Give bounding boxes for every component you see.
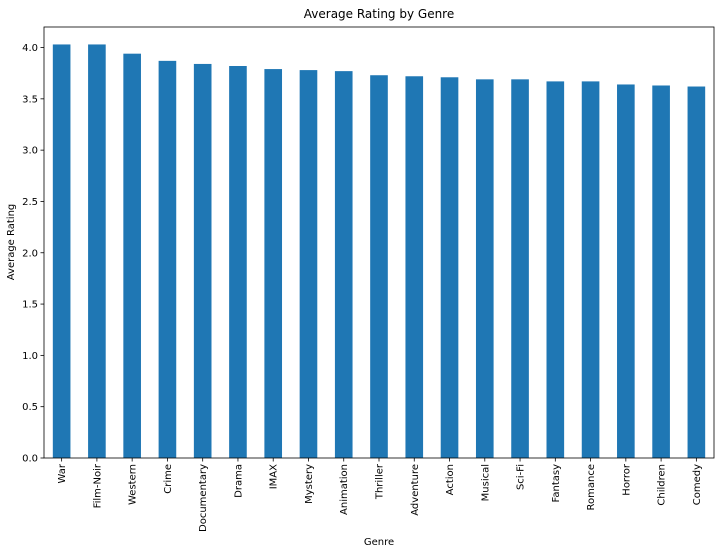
bar-comedy xyxy=(687,86,706,459)
bar-horror xyxy=(617,84,635,458)
bar-film-noir xyxy=(88,44,106,458)
x-tick-label: Mystery xyxy=(304,464,315,504)
x-tick-label: Fantasy xyxy=(551,464,562,503)
bar-action xyxy=(440,77,459,458)
x-tick-label: Crime xyxy=(163,464,174,494)
bar-children xyxy=(652,85,670,459)
x-tick-label: Horror xyxy=(621,463,632,496)
x-axis-label: Genre xyxy=(364,537,394,548)
bars xyxy=(52,44,706,459)
bar-mystery xyxy=(299,70,318,458)
y-tick-label: 3.0 xyxy=(22,146,38,157)
chart-title: Average Rating by Genre xyxy=(304,7,454,21)
x-tick-label: Action xyxy=(445,464,456,495)
bar-romance xyxy=(581,81,600,458)
bar-imax xyxy=(264,69,283,458)
y-tick-label: 3.5 xyxy=(22,94,38,105)
x-tick-label: Thriller xyxy=(375,463,386,500)
bar-war xyxy=(52,44,71,458)
y-tick-label: 0.5 xyxy=(22,402,38,413)
x-tick-label: Children xyxy=(657,464,668,506)
bar-western xyxy=(123,53,141,459)
x-tick-label: Romance xyxy=(586,464,597,510)
x-tick-label: Drama xyxy=(233,464,244,498)
bar-fantasy xyxy=(546,81,565,458)
bar-animation xyxy=(334,71,353,458)
y-tick-label: 1.5 xyxy=(22,300,38,311)
x-tick-label: Animation xyxy=(339,464,350,515)
bar-sci-fi xyxy=(511,79,529,458)
plot-frame xyxy=(43,26,715,459)
x-tick-label: War xyxy=(57,463,68,483)
x-tick-label: Sci-Fi xyxy=(516,464,527,490)
x-tick-label: Comedy xyxy=(692,464,703,505)
bar-crime xyxy=(158,60,177,459)
x-tick-label: Western xyxy=(128,464,139,505)
y-tick-label: 0.0 xyxy=(22,454,38,465)
bar-thriller xyxy=(370,75,388,458)
x-tick-label: Musical xyxy=(480,464,491,501)
x-axis: War Film-Noir Western Crime Documentary Drama… xyxy=(57,458,703,532)
y-tick-label: 2.0 xyxy=(22,248,38,259)
x-tick-label: Adventure xyxy=(410,464,421,516)
y-tick-label: 2.5 xyxy=(22,197,38,208)
bar-drama xyxy=(229,66,247,458)
y-tick-label: 1.0 xyxy=(22,351,38,362)
y-axis-label: Average Rating xyxy=(6,204,17,280)
x-tick-label: Film-Noir xyxy=(92,463,103,508)
y-tick-label: 4.0 xyxy=(22,43,38,54)
bar-musical xyxy=(475,79,494,458)
y-axis: 0.0 0.5 1.0 1.5 2.0 2.5 3.0 3.5 4.0 xyxy=(22,43,44,465)
bar-adventure xyxy=(405,76,424,458)
x-tick-label: Documentary xyxy=(198,464,209,532)
x-tick-label: IMAX xyxy=(269,464,280,489)
bar-documentary xyxy=(193,63,212,458)
